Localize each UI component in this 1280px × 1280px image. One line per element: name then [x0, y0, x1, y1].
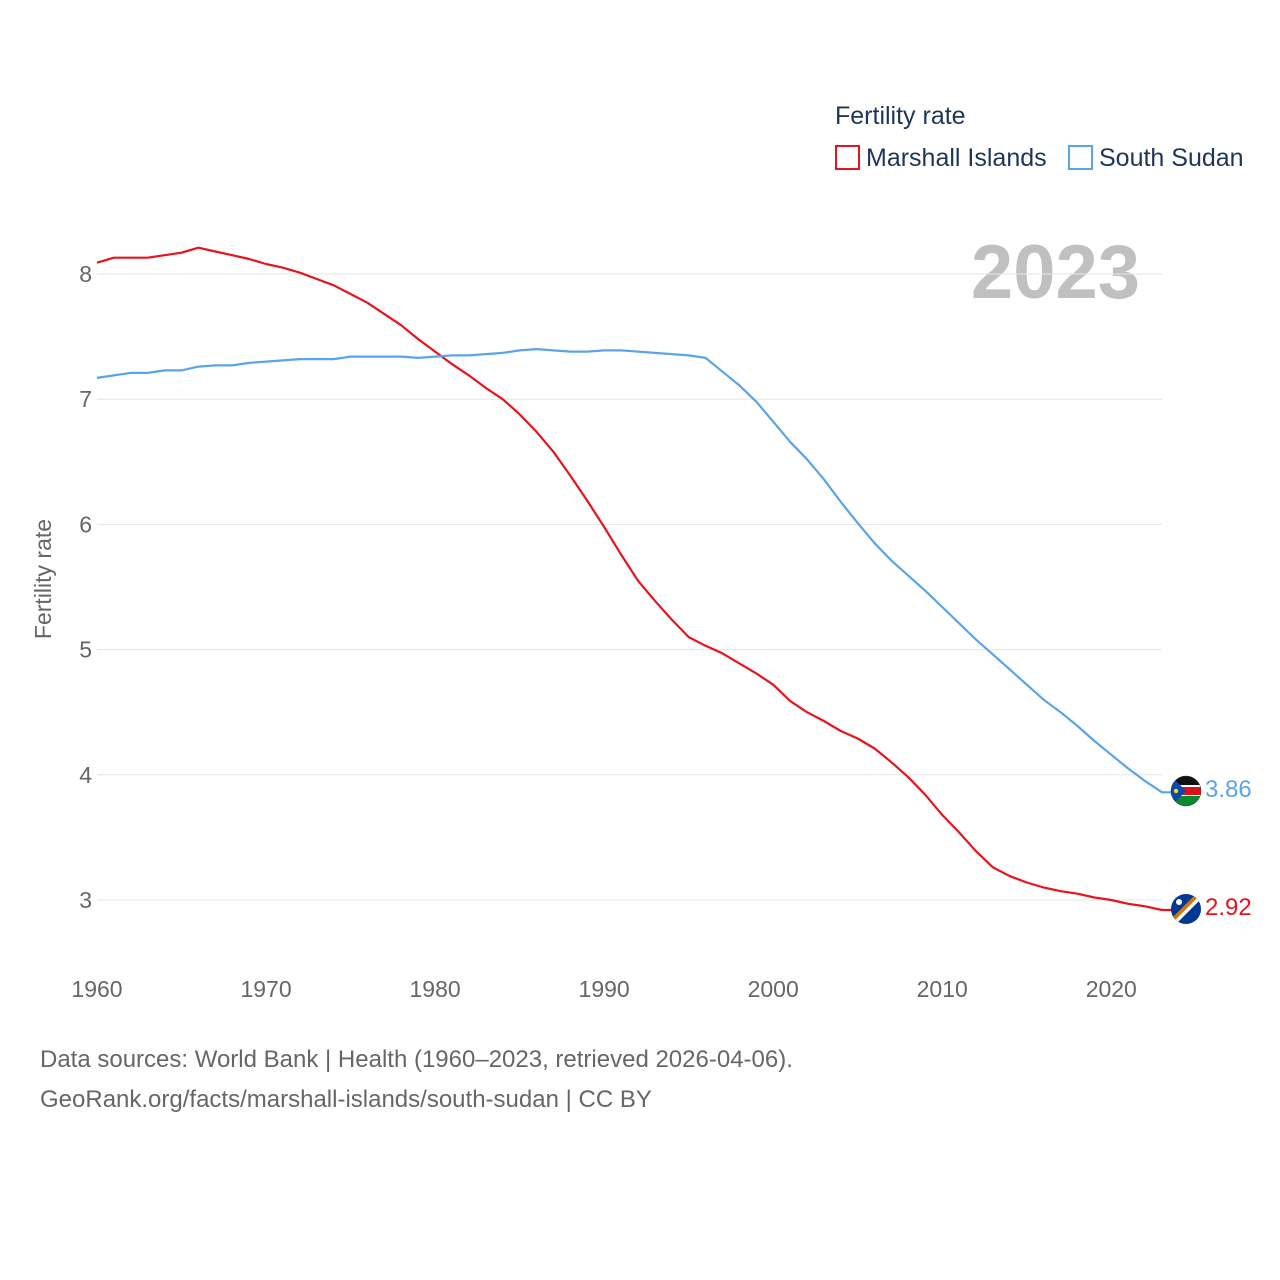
x-tick-label: 1990	[579, 976, 630, 1002]
legend-title: Fertility rate	[835, 102, 966, 130]
source-line: Data sources: World Bank | Health (1960–…	[40, 1046, 793, 1073]
url-line[interactable]: GeoRank.org/facts/marshall-islands/south…	[40, 1086, 652, 1113]
x-tick-label: 1980	[410, 976, 461, 1002]
y-tick-label: 7	[79, 386, 92, 412]
x-tick-label: 1970	[240, 976, 291, 1002]
legend-swatch-south-sudan	[1068, 145, 1093, 170]
legend-label-south-sudan: South Sudan	[1099, 144, 1244, 172]
series-lines	[96, 246, 1172, 912]
year-label: 2023	[971, 230, 1140, 315]
south-sudan-flag-icon	[1170, 775, 1202, 807]
legend-item-south-sudan[interactable]: South Sudan	[1068, 144, 1244, 172]
x-tick-label: 2000	[748, 976, 799, 1002]
legend: Fertility rate Marshall Islands South Su…	[835, 102, 1244, 172]
y-axis-title: Fertility rate	[30, 519, 56, 639]
source-footer: Data sources: World Bank | Health (1960–…	[40, 1040, 793, 1120]
end-label-south-sudan: 3.86	[1205, 776, 1252, 803]
x-tick-label: 1960	[71, 976, 122, 1002]
gridlines	[97, 273, 1162, 901]
legend-item-marshall-islands[interactable]: Marshall Islands	[835, 144, 1047, 172]
legend-label-marshall-islands: Marshall Islands	[866, 144, 1047, 172]
y-tick-label: 5	[79, 637, 92, 663]
x-axis-ticks: 1960 1970 1980 1990 2000 2010 2020	[71, 976, 1136, 1002]
x-tick-label: 2020	[1086, 976, 1137, 1002]
series-line-south-sudan[interactable]	[96, 348, 1172, 794]
y-tick-label: 3	[79, 887, 92, 913]
y-tick-label: 4	[79, 762, 92, 788]
end-label-marshall-islands: 2.92	[1205, 894, 1252, 921]
y-axis-ticks: 3 4 5 6 7 8	[79, 261, 92, 913]
marshall-islands-flag-icon	[1171, 894, 1201, 924]
y-tick-label: 8	[79, 261, 92, 287]
legend-swatch-marshall-islands	[835, 145, 860, 170]
series-line-marshall-islands[interactable]	[96, 246, 1172, 912]
x-tick-label: 2010	[917, 976, 968, 1002]
y-tick-label: 6	[79, 511, 92, 537]
